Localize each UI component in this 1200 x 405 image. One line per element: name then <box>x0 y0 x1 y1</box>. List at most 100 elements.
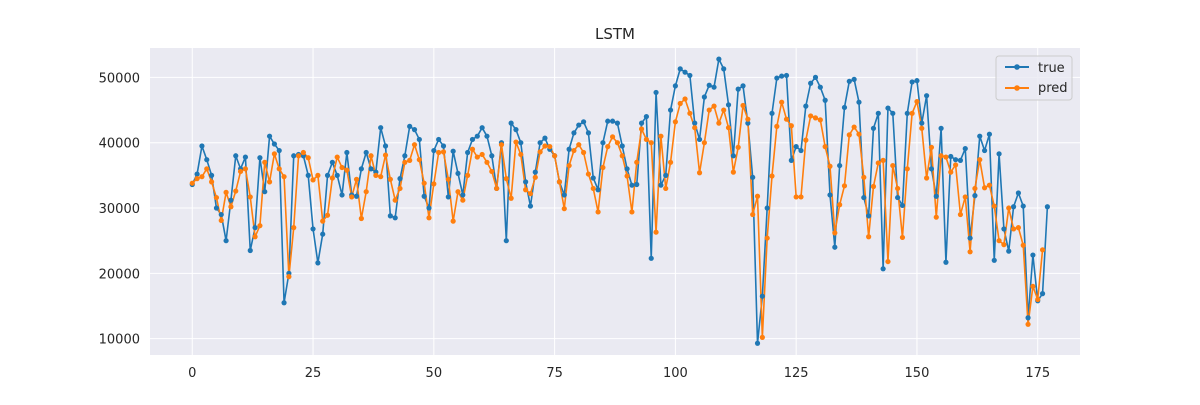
data-point-pred <box>856 131 862 137</box>
data-point-pred <box>629 209 635 215</box>
data-point-pred <box>252 234 258 240</box>
data-point-pred <box>759 334 765 340</box>
plot-area <box>150 48 1080 355</box>
x-axis-ticks: 0 25 50 75 100 125 150 175 <box>188 366 1050 381</box>
data-point-true <box>653 89 659 96</box>
data-point-true <box>725 102 732 108</box>
data-point-pred <box>450 218 456 224</box>
data-point-true <box>1044 204 1050 210</box>
data-point-true <box>305 172 311 178</box>
data-point-pred <box>1010 226 1017 232</box>
data-point-pred <box>484 159 490 165</box>
y-tick-label: 20000 <box>99 267 140 282</box>
data-point-pred <box>895 185 901 192</box>
data-point-true <box>672 83 678 89</box>
data-point-true <box>329 159 335 165</box>
data-point-true <box>696 136 703 143</box>
data-point-pred <box>1006 205 1012 211</box>
data-point-pred <box>977 157 983 163</box>
series-points <box>189 56 1050 346</box>
data-point-pred <box>653 229 659 235</box>
data-point-pred <box>189 180 195 186</box>
data-point-pred <box>701 140 707 146</box>
data-point-true <box>866 213 872 219</box>
data-point-true <box>750 174 756 180</box>
data-point-pred <box>624 173 630 179</box>
data-point-pred <box>247 194 253 200</box>
data-point-true <box>1030 252 1036 258</box>
data-point-true <box>407 123 413 129</box>
data-point-true <box>455 170 461 177</box>
data-point-true <box>310 226 316 232</box>
data-point-pred <box>349 194 355 200</box>
data-point-true <box>571 130 577 136</box>
data-point-pred <box>1030 283 1036 290</box>
data-point-pred <box>938 153 944 159</box>
data-point-pred <box>837 202 843 208</box>
x-tick-label: 25 <box>305 366 322 381</box>
data-point-true <box>808 80 814 86</box>
data-point-true <box>972 193 978 199</box>
data-point-pred <box>479 151 485 158</box>
y-axis-ticks: 10000 20000 30000 40000 50000 <box>99 71 140 347</box>
data-point-pred <box>382 152 389 158</box>
data-point-true <box>344 149 350 156</box>
data-point-true <box>721 66 727 72</box>
data-point-pred <box>658 133 664 139</box>
data-point-pred <box>199 174 205 180</box>
data-point-true <box>624 166 630 172</box>
data-point-true <box>387 213 393 219</box>
data-point-true <box>619 143 625 149</box>
data-point-true <box>252 225 258 231</box>
data-point-true <box>194 171 200 177</box>
data-point-true <box>793 144 799 150</box>
data-point-pred <box>368 153 374 159</box>
data-point-true <box>730 153 736 159</box>
data-point-pred <box>416 157 422 163</box>
data-point-true <box>899 202 906 209</box>
data-point-true <box>924 93 930 99</box>
data-point-true <box>508 120 514 126</box>
data-point-pred <box>1015 225 1022 231</box>
data-point-true <box>204 157 210 163</box>
data-point-true <box>411 127 418 133</box>
data-point-pred <box>614 140 621 146</box>
data-point-true <box>769 110 775 116</box>
data-point-true <box>846 78 852 84</box>
data-point-pred <box>1025 321 1031 327</box>
data-point-true <box>513 127 519 133</box>
y-tick-label: 10000 <box>99 333 140 348</box>
data-point-true <box>233 153 239 159</box>
y-tick-label: 50000 <box>99 71 140 86</box>
data-point-pred <box>233 188 239 194</box>
data-point-pred <box>696 170 703 176</box>
data-point-true <box>561 192 567 198</box>
data-point-pred <box>817 117 823 123</box>
data-point-true <box>581 119 587 125</box>
data-point-pred <box>692 125 698 131</box>
data-point-pred <box>508 195 514 201</box>
data-point-true <box>518 140 524 146</box>
data-point-true <box>271 141 277 147</box>
data-point-true <box>643 113 650 120</box>
data-point-true <box>527 203 534 209</box>
data-point-pred <box>590 185 596 192</box>
data-point-pred <box>305 155 311 161</box>
data-point-pred <box>783 116 790 122</box>
data-point-true <box>426 205 432 211</box>
data-point-pred <box>581 149 587 156</box>
data-point-pred <box>498 142 505 148</box>
data-point-pred <box>687 110 693 116</box>
data-point-true <box>788 157 794 163</box>
data-point-true <box>605 118 611 124</box>
x-tick-label: 75 <box>546 366 563 381</box>
data-point-true <box>996 151 1002 157</box>
data-point-pred <box>754 193 761 199</box>
data-point-pred <box>474 154 480 160</box>
data-point-true <box>663 172 669 178</box>
data-point-pred <box>358 215 364 222</box>
data-point-pred <box>523 187 529 193</box>
data-point-true <box>247 247 253 254</box>
data-point-true <box>353 193 360 199</box>
